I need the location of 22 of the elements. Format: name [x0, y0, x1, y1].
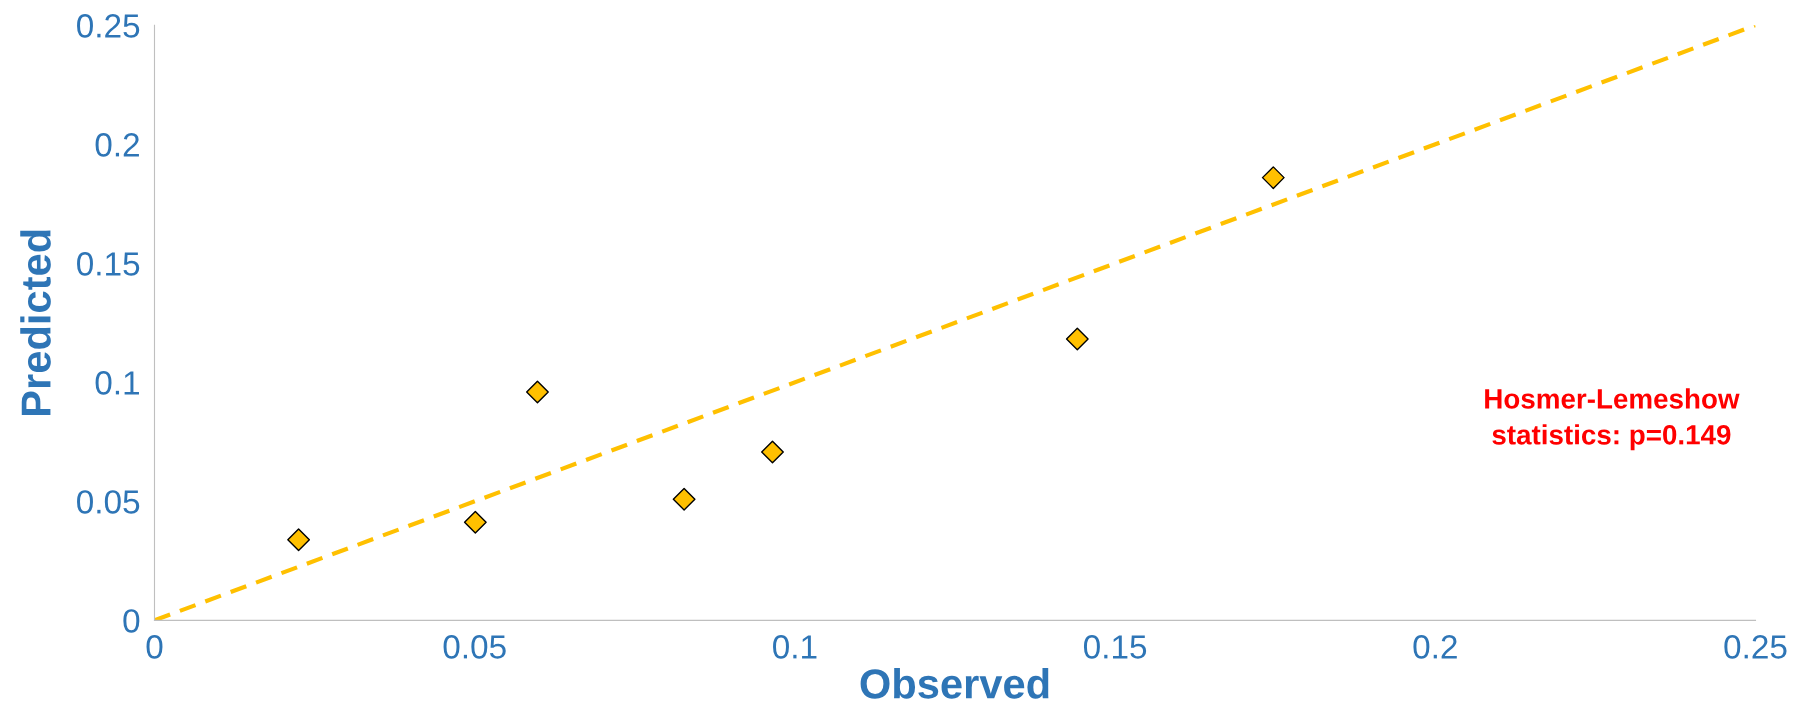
point	[672, 487, 696, 511]
y-tick-label: 0	[123, 609, 140, 633]
point	[1261, 166, 1285, 190]
x-tick-label: 0.1	[773, 635, 817, 659]
point	[761, 440, 784, 464]
x-tick-label: 0	[146, 635, 163, 659]
x-tick-label: 0.25	[1724, 635, 1787, 659]
point	[1065, 327, 1089, 351]
y-tick-label: 0.25	[77, 14, 140, 38]
point	[526, 380, 549, 404]
y-tick-label: 0.15	[77, 252, 140, 276]
x-axis-title: Observed	[860, 668, 1049, 699]
point	[287, 528, 311, 552]
x-tick-label: 0.2	[1413, 635, 1457, 659]
point	[463, 510, 487, 534]
y-tick-label: 0.05	[77, 490, 140, 514]
annotation: Hosmer-Lemeshow statistics: p=0.149	[1485, 388, 1740, 451]
y-axis-title: Predicted	[20, 230, 51, 415]
y-tick-label: 0.2	[95, 133, 139, 157]
x-tick-label: 0.05	[443, 635, 506, 659]
x-tick-label: 0.15	[1083, 635, 1147, 659]
y-tick-label: 0.1	[95, 371, 139, 395]
